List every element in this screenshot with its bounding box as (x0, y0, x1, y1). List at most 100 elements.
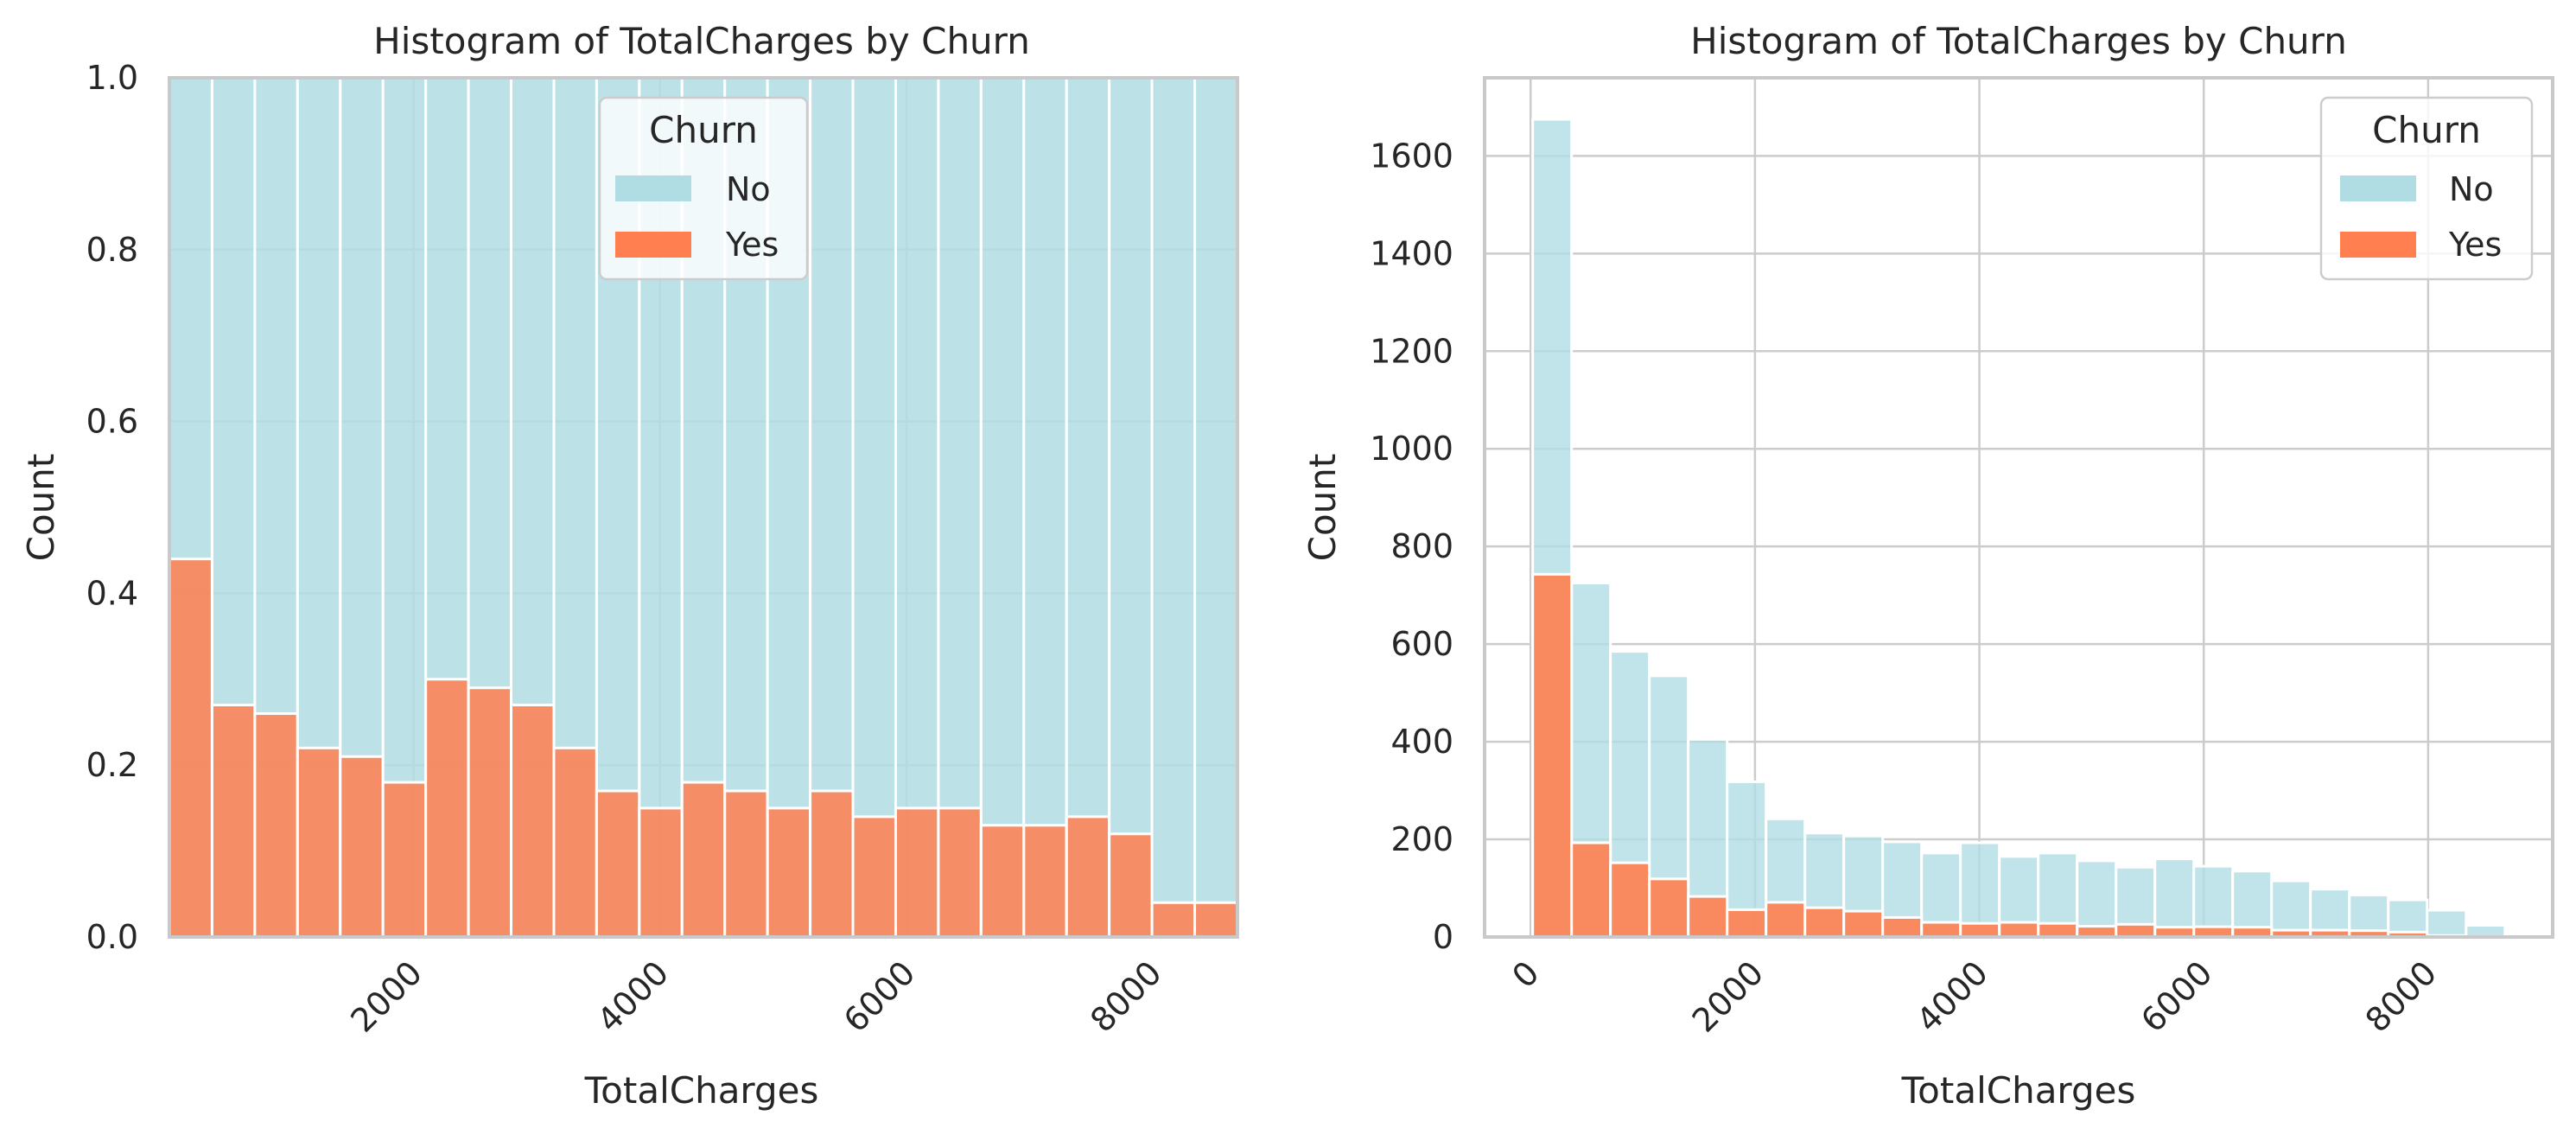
legend-swatch-yes (2340, 232, 2416, 258)
bar-yes (937, 806, 983, 939)
bar-yes (1150, 901, 1197, 939)
bar-yes (1881, 915, 1924, 939)
count-histogram-chart: Histogram of TotalCharges by Churn 0 200 4… (1301, 20, 2554, 1112)
bar-no (937, 76, 983, 939)
x-tick-label: 8000 (2358, 953, 2445, 1040)
bar-no (1150, 76, 1197, 939)
y-tick-label: 0 (1433, 918, 1453, 956)
x-tick-labels: 2000 4000 6000 8000 (343, 953, 1168, 1040)
chart-title: Histogram of TotalCharges by Churn (1690, 20, 2347, 62)
bar-yes (210, 704, 257, 939)
bar-yes (1570, 841, 1612, 939)
y-tick-labels: 0.0 0.2 0.4 0.6 0.8 1.0 (86, 59, 138, 956)
bar-yes (339, 755, 385, 939)
legend-swatch-no (2340, 175, 2416, 201)
y-tick-label: 1.0 (86, 59, 138, 97)
x-tick-label: 8000 (1083, 953, 1169, 1040)
bar-yes (894, 806, 940, 939)
legend-title: Churn (649, 109, 758, 151)
bar-yes (1687, 895, 1729, 939)
bar-no (1193, 76, 1239, 939)
legend-label-no: No (726, 170, 771, 208)
bar-yes (1920, 921, 1962, 939)
x-axis-label: TotalCharges (584, 1069, 819, 1112)
y-axis-label: Count (20, 454, 62, 562)
bar-yes (552, 746, 598, 939)
x-tick-label: 4000 (590, 953, 677, 1040)
y-tick-label: 200 (1390, 820, 1453, 858)
bar-yes (1108, 832, 1154, 939)
x-axis-label: TotalCharges (1901, 1069, 2136, 1112)
bar-yes (1022, 824, 1068, 939)
bar-yes (253, 712, 299, 939)
legend-label-no: No (2449, 170, 2494, 208)
bar-yes (1609, 861, 1651, 939)
bars (1531, 118, 2507, 939)
plot-frame (1483, 76, 2554, 939)
plot-frame (168, 76, 1239, 939)
bar-no (1108, 76, 1154, 939)
bar-yes (638, 806, 684, 939)
y-axis-label: Count (1301, 454, 1344, 562)
bar-yes (1065, 815, 1111, 939)
legend-swatch-yes (615, 232, 691, 258)
bar-yes (1959, 921, 2001, 939)
bar-no (2426, 908, 2468, 939)
y-tick-labels: 0 200 400 600 800 1000 1200 1400 1600 (1370, 137, 1453, 956)
bar-yes (1193, 901, 1239, 939)
bar-yes (723, 789, 769, 939)
bar-yes (979, 824, 1026, 939)
bar-yes (595, 789, 641, 939)
y-tick-label: 0.6 (86, 403, 138, 441)
bar-yes (809, 789, 855, 939)
x-tick-label: 2000 (343, 953, 429, 1040)
y-tick-label: 0.4 (86, 574, 138, 612)
y-tick-label: 0.0 (86, 918, 138, 956)
bars (168, 76, 1239, 939)
normalized-histogram-chart: Histogram of TotalCharges by Churn 0.00.… (20, 20, 1239, 1112)
y-tick-label: 0.8 (86, 231, 138, 269)
bar-yes (766, 806, 812, 939)
bar-yes (2037, 921, 2079, 939)
bar-yes (467, 686, 513, 939)
x-tick-label: 2000 (1685, 953, 1771, 1040)
bar-no (2153, 857, 2196, 939)
bar-yes (2115, 922, 2157, 939)
bar-yes (1531, 572, 1574, 939)
bar-no (1065, 76, 1111, 939)
bar-yes (1726, 908, 1768, 939)
bar-yes (1998, 921, 2040, 939)
y-tick-label: 0.2 (86, 746, 138, 784)
bar-no (851, 76, 897, 939)
legend-label-yes: Yes (2448, 226, 2502, 264)
bar-yes (381, 781, 428, 939)
bar-no (979, 76, 1026, 939)
bar-yes (1648, 877, 1690, 939)
bar-yes (510, 704, 556, 939)
x-tick-label: 6000 (2134, 953, 2220, 1040)
bar-yes (680, 781, 727, 939)
y-tick-label: 1000 (1370, 430, 1453, 468)
bar-yes (296, 746, 342, 939)
x-tick-label: 6000 (836, 953, 923, 1040)
bar-no (2270, 879, 2312, 939)
legend-title: Churn (2372, 109, 2481, 151)
x-tick-label: 4000 (1909, 953, 1995, 1040)
bar-yes (851, 815, 897, 939)
x-tick-label: 0 (1504, 953, 1546, 995)
bar-yes (168, 558, 213, 939)
bar-yes (1842, 909, 1885, 939)
chart-title: Histogram of TotalCharges by Churn (373, 20, 1030, 62)
y-tick-label: 600 (1390, 625, 1453, 663)
legend: Churn No Yes (2319, 96, 2534, 281)
legend-label-yes: Yes (725, 226, 779, 264)
legend-swatch-no (615, 175, 691, 201)
bar-no (1022, 76, 1068, 939)
bar-yes (1765, 901, 1807, 939)
bar-yes (424, 678, 470, 939)
y-tick-label: 800 (1390, 527, 1453, 565)
y-tick-label: 400 (1390, 723, 1453, 761)
bar-no (2387, 898, 2429, 939)
legend: Churn No Yes (598, 96, 809, 281)
